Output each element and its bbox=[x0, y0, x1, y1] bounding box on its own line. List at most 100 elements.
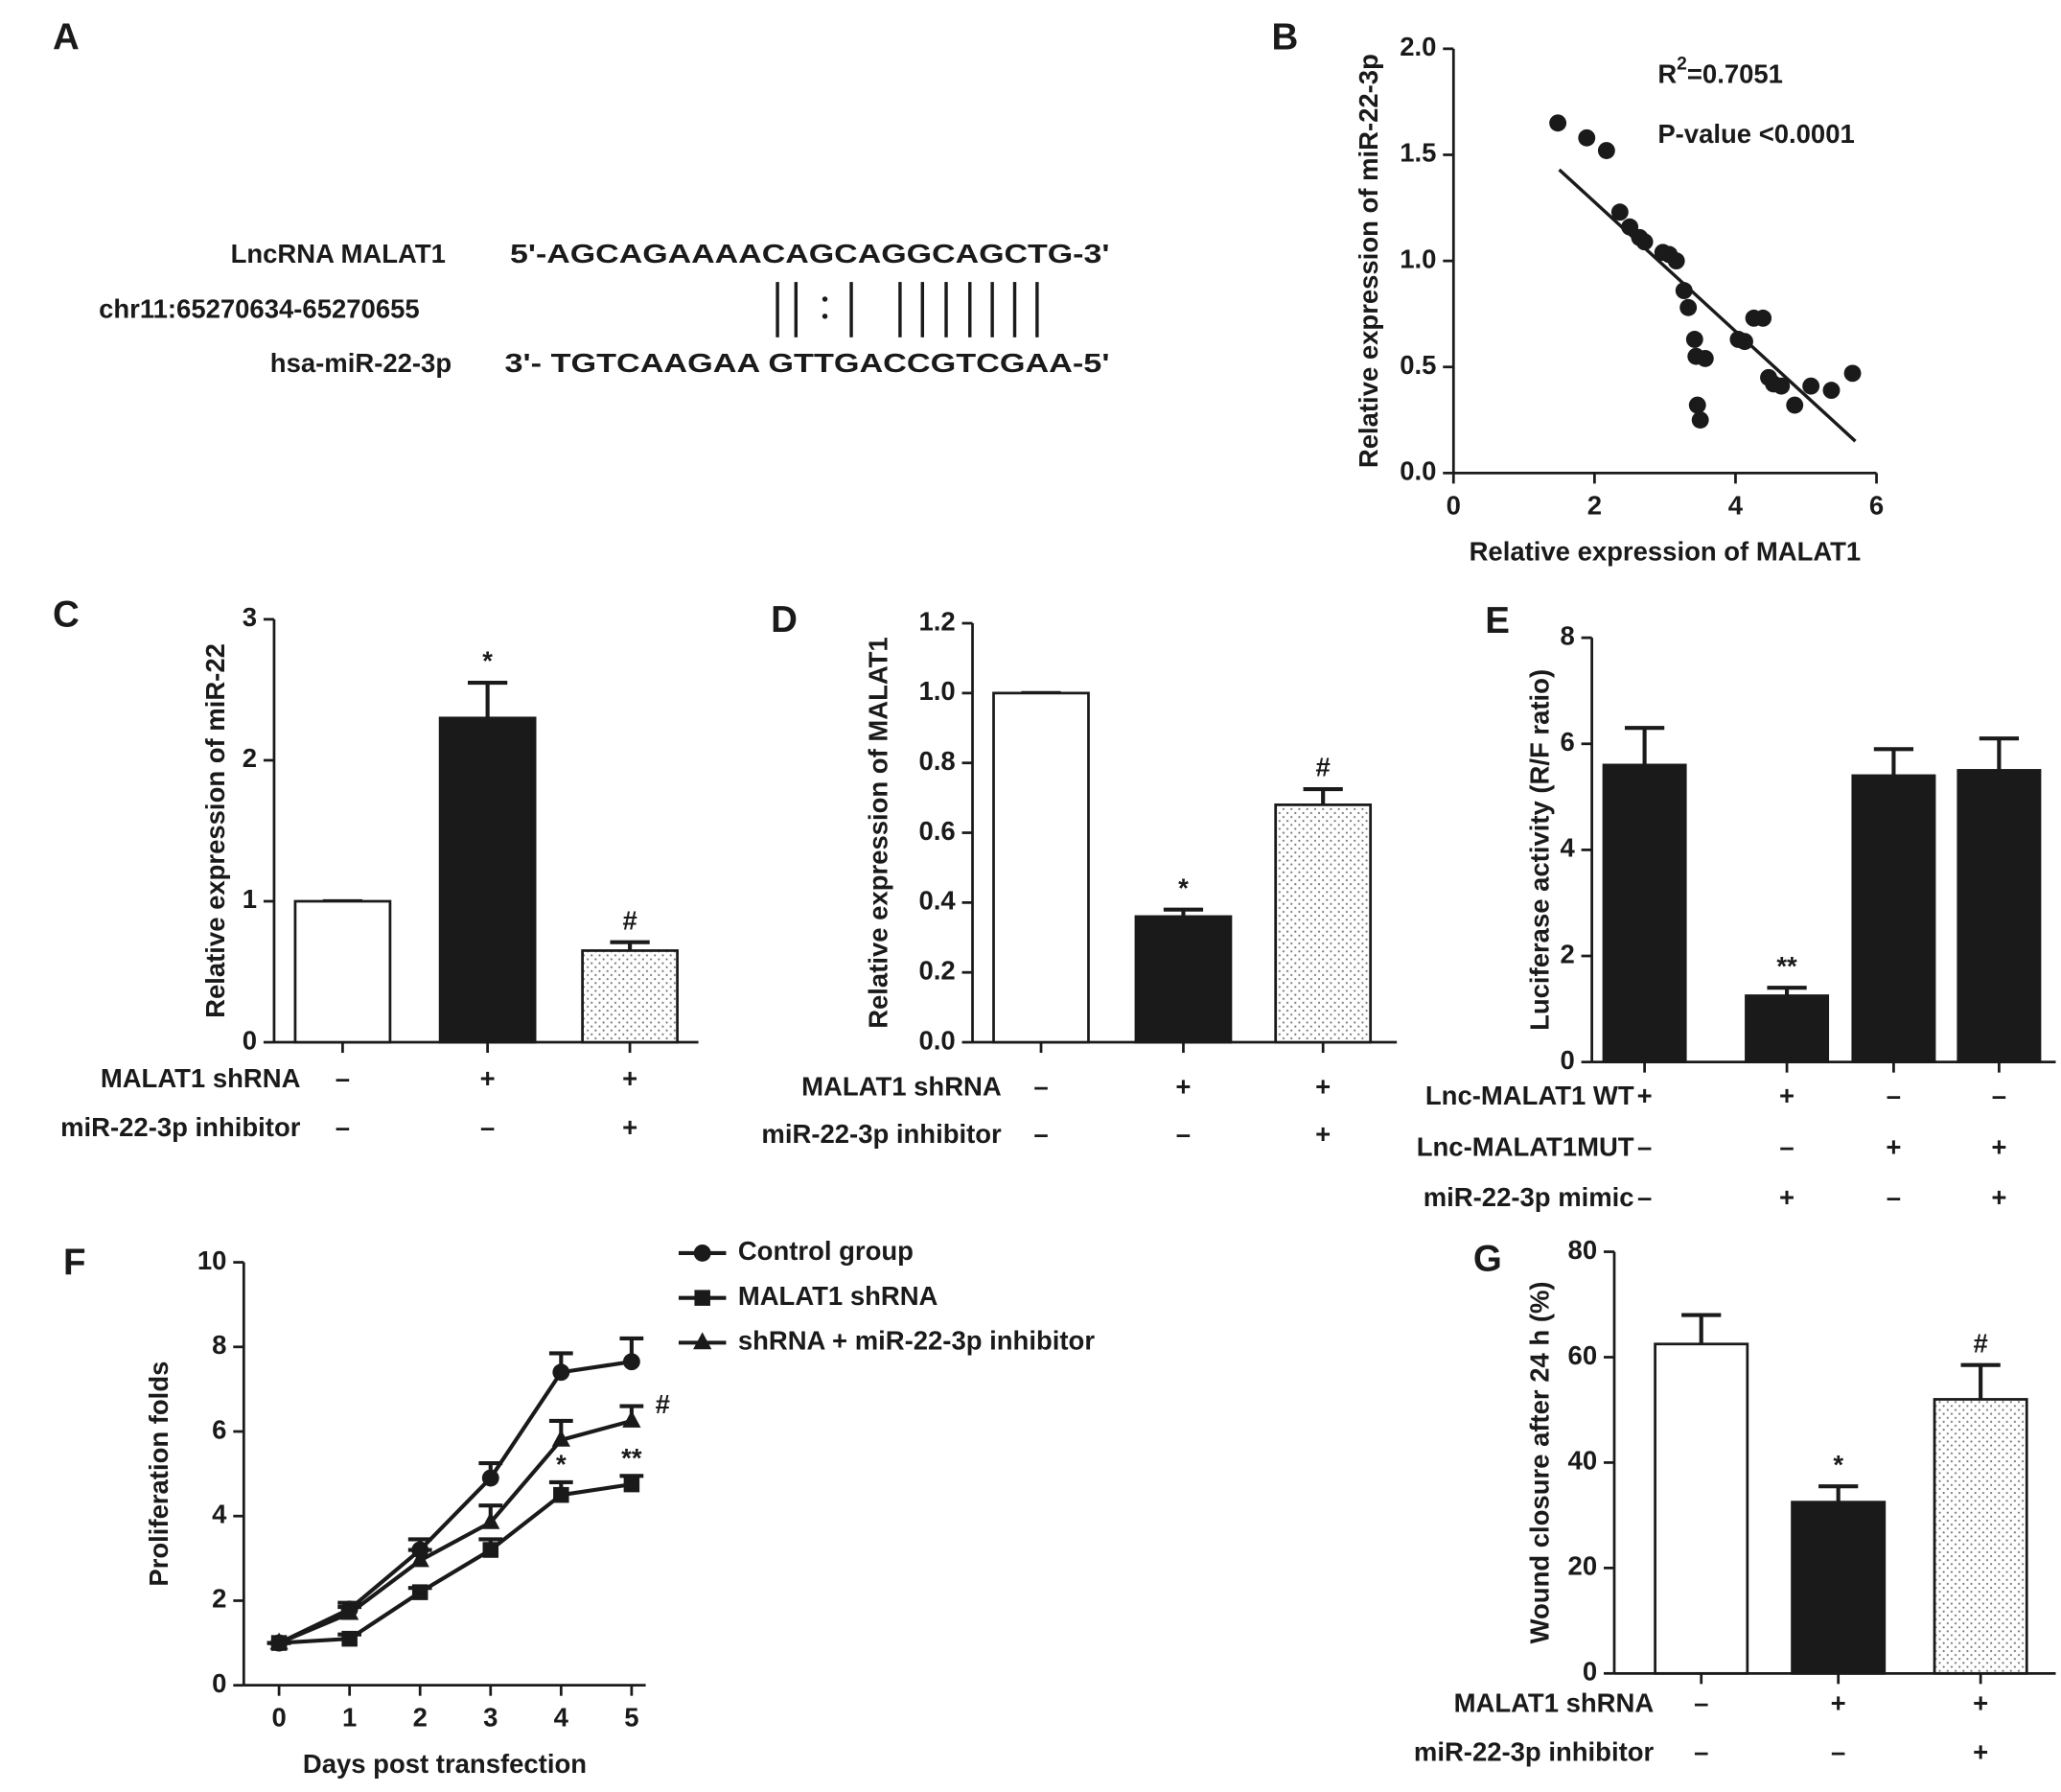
marker bbox=[694, 1290, 710, 1306]
point bbox=[1802, 377, 1820, 395]
panel-label: G bbox=[1473, 1238, 1502, 1279]
y-tick-label: 0.8 bbox=[918, 746, 955, 776]
point bbox=[1691, 411, 1709, 429]
significance: # bbox=[656, 1389, 670, 1419]
marker bbox=[622, 1353, 640, 1371]
row-sign: – bbox=[1637, 1132, 1652, 1162]
y-tick-label: 1.2 bbox=[918, 606, 955, 636]
y-tick-label: 1 bbox=[243, 884, 257, 914]
y-tick-label: 2 bbox=[212, 1584, 226, 1614]
y-axis-label: Relative expression of miR-22-3p bbox=[1354, 54, 1383, 468]
row-sign: – bbox=[336, 1112, 350, 1142]
significance: # bbox=[1316, 753, 1331, 782]
bar bbox=[1851, 774, 1936, 1064]
bar bbox=[1791, 1501, 1887, 1675]
y-tick-label: 0.5 bbox=[1400, 350, 1436, 380]
y-tick-label: 1.5 bbox=[1400, 138, 1436, 168]
y-tick-label: 0 bbox=[1583, 1657, 1597, 1687]
row-label: miR-22-3p inhibitor bbox=[1414, 1736, 1655, 1766]
point bbox=[1786, 396, 1804, 414]
marker bbox=[623, 1476, 640, 1493]
panel-label: D bbox=[771, 599, 798, 640]
marker bbox=[481, 1511, 500, 1529]
row-sign: – bbox=[1831, 1736, 1845, 1766]
row-sign: + bbox=[1973, 1736, 1988, 1766]
y-tick-label: 4 bbox=[1560, 833, 1575, 863]
x-tick-label: 3 bbox=[483, 1703, 498, 1733]
row-label: miR-22-3p inhibitor bbox=[60, 1112, 301, 1142]
row-sign: + bbox=[1779, 1081, 1795, 1110]
row-sign: – bbox=[1033, 1071, 1048, 1101]
y-tick-label: 0 bbox=[212, 1668, 226, 1698]
mirna-sequence: 3'- TGTCAAGAA GTTGACCGTCGAA-5' bbox=[505, 348, 1110, 378]
series-line bbox=[278, 1360, 633, 1645]
significance: # bbox=[622, 905, 637, 935]
point bbox=[1843, 364, 1862, 383]
y-axis-label: Proliferation folds bbox=[144, 1361, 174, 1587]
row-label: miR-22-3p inhibitor bbox=[761, 1119, 1002, 1149]
bar bbox=[1654, 1342, 1749, 1675]
bar bbox=[1957, 769, 2042, 1064]
panel-label: E bbox=[1485, 600, 1510, 641]
x-tick-label: 2 bbox=[1587, 490, 1602, 520]
row-sign: + bbox=[1779, 1182, 1795, 1212]
row-sign: + bbox=[1315, 1071, 1331, 1101]
y-tick-label: 20 bbox=[1568, 1551, 1598, 1581]
row-sign: – bbox=[1694, 1736, 1708, 1766]
row-label: MALAT1 shRNA bbox=[101, 1063, 301, 1093]
row-sign: – bbox=[1887, 1081, 1901, 1110]
row-label: Lnc-MALAT1MUT bbox=[1417, 1132, 1634, 1162]
y-tick-label: 6 bbox=[1560, 727, 1574, 756]
significance: ** bbox=[621, 1443, 642, 1473]
locus: chr11:65270634-65270655 bbox=[99, 294, 420, 324]
y-axis-label: Relative expression of miR-22 bbox=[200, 643, 230, 1018]
row-sign: – bbox=[336, 1063, 350, 1093]
marker bbox=[693, 1244, 711, 1262]
row-sign: – bbox=[1992, 1081, 2006, 1110]
row-sign: + bbox=[1886, 1132, 1901, 1162]
mirna-name: hsa-miR-22-3p bbox=[270, 348, 452, 378]
row-sign: + bbox=[1991, 1132, 2006, 1162]
significance: * bbox=[1178, 873, 1189, 902]
bar bbox=[1933, 1398, 2028, 1675]
x-axis-label: Relative expression of MALAT1 bbox=[1470, 536, 1862, 566]
row-sign: + bbox=[480, 1063, 496, 1093]
y-tick-label: 8 bbox=[212, 1330, 226, 1360]
row-label: miR-22-3p mimic bbox=[1424, 1182, 1634, 1212]
row-sign: + bbox=[1831, 1688, 1846, 1718]
point bbox=[1549, 114, 1567, 132]
marker bbox=[341, 1630, 358, 1647]
series-line bbox=[278, 1418, 633, 1645]
row-sign: + bbox=[1637, 1081, 1653, 1110]
y-tick-label: 0.0 bbox=[1400, 456, 1436, 486]
y-tick-label: 0.0 bbox=[918, 1025, 955, 1055]
y-tick-label: 0 bbox=[1560, 1045, 1574, 1075]
row-label: MALAT1 shRNA bbox=[801, 1071, 1002, 1101]
significance: ** bbox=[1776, 951, 1797, 981]
legend-label: Control group bbox=[738, 1236, 914, 1266]
legend-label: MALAT1 shRNA bbox=[738, 1281, 938, 1311]
point bbox=[1635, 233, 1654, 251]
point bbox=[1578, 128, 1596, 147]
point bbox=[1754, 309, 1772, 327]
bar bbox=[1134, 915, 1233, 1044]
row-sign: – bbox=[1033, 1119, 1048, 1149]
row-sign: – bbox=[1176, 1119, 1191, 1149]
y-tick-label: 3 bbox=[243, 602, 257, 632]
panel-label: A bbox=[53, 16, 80, 58]
bar bbox=[1602, 763, 1687, 1064]
marker bbox=[693, 1332, 712, 1350]
row-sign: – bbox=[1779, 1132, 1794, 1162]
marker bbox=[340, 1602, 359, 1620]
marker bbox=[553, 1486, 569, 1503]
r-squared-part: =0.7051 bbox=[1687, 59, 1783, 89]
bar bbox=[293, 899, 392, 1044]
x-tick-label: 5 bbox=[624, 1703, 638, 1733]
row-sign: + bbox=[622, 1112, 637, 1142]
y-tick-label: 0.4 bbox=[918, 886, 956, 916]
y-tick-label: 60 bbox=[1568, 1340, 1598, 1370]
row-sign: – bbox=[1887, 1182, 1901, 1212]
p-value: P-value <0.0001 bbox=[1657, 119, 1854, 149]
